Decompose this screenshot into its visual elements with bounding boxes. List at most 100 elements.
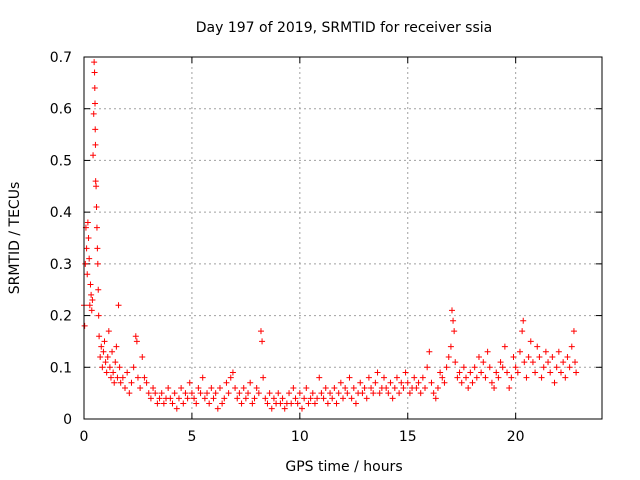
plot-frame [83, 56, 603, 420]
data-point [346, 374, 353, 381]
data-point [475, 353, 482, 360]
data-point [221, 395, 228, 402]
data-point [214, 405, 221, 412]
data-point [298, 405, 305, 412]
data-point [340, 395, 346, 402]
data-point [210, 395, 217, 402]
data-point [547, 369, 554, 376]
data-point [538, 374, 545, 381]
data-point [199, 374, 206, 381]
data-point [463, 374, 470, 381]
data-point [204, 390, 211, 397]
data-point [266, 390, 273, 397]
data-point [264, 400, 271, 407]
data-point [92, 100, 99, 107]
data-point [376, 390, 383, 397]
data-point [448, 307, 455, 314]
data-point [562, 374, 569, 381]
data-point [398, 379, 405, 386]
data-point [430, 390, 437, 397]
data-point [102, 359, 109, 366]
data-point [139, 353, 146, 360]
data-point [236, 390, 243, 397]
data-point [573, 369, 580, 376]
data-point [240, 384, 247, 391]
data-point [437, 369, 444, 376]
data-point [553, 364, 560, 371]
data-point [311, 400, 318, 407]
x-tick-label: 5 [187, 429, 196, 445]
data-point [165, 384, 172, 391]
data-point [90, 110, 97, 117]
data-point [456, 369, 463, 376]
data-point [445, 353, 452, 360]
data-point [506, 384, 513, 391]
data-point [387, 379, 394, 386]
data-point [251, 395, 258, 402]
data-point [329, 395, 336, 402]
data-point [381, 374, 388, 381]
data-point [245, 390, 252, 397]
data-point [555, 348, 562, 355]
data-point [460, 364, 467, 371]
data-point [495, 374, 502, 381]
data-point [100, 348, 107, 355]
data-point [491, 384, 498, 391]
y-tick-label: 0.6 [50, 102, 72, 118]
data-point [342, 384, 349, 391]
data-point [88, 307, 95, 314]
data-point [361, 384, 368, 391]
data-point [86, 302, 93, 309]
data-point [532, 369, 539, 376]
data-point [154, 400, 161, 407]
data-point [451, 328, 458, 335]
y-tick-label: 0.3 [50, 257, 72, 273]
data-point [288, 400, 295, 407]
data-point [95, 286, 102, 293]
data-point [465, 384, 472, 391]
data-point [363, 395, 370, 402]
data-point [216, 384, 223, 391]
data-point [126, 390, 133, 397]
data-point [186, 379, 193, 386]
data-point [94, 245, 101, 252]
data-point [368, 384, 375, 391]
data-point [525, 353, 532, 360]
data-point [128, 379, 135, 386]
data-point [90, 152, 97, 159]
data-point [93, 183, 100, 190]
data-point [101, 338, 108, 345]
data-point [253, 384, 260, 391]
data-point [193, 400, 200, 407]
data-point [145, 390, 152, 397]
data-point [113, 343, 120, 350]
data-point [439, 374, 446, 381]
data-point [419, 374, 426, 381]
data-point [391, 384, 398, 391]
data-point [109, 348, 116, 355]
data-point [281, 405, 288, 412]
data-point [527, 338, 534, 345]
data-point [124, 369, 131, 376]
y-tick-label: 0.2 [50, 309, 72, 325]
data-point [560, 359, 567, 366]
data-point [497, 359, 504, 366]
data-point [184, 395, 191, 402]
data-point [484, 348, 491, 355]
data-point [229, 369, 236, 376]
axis-ticks: 0 5 10 15 20 0 0.1 0.2 0.3 0.4 0.5 0.6 0.7 [50, 50, 602, 445]
data-point [249, 400, 256, 407]
data-point [167, 395, 174, 402]
data-point [545, 359, 552, 366]
data-point [417, 390, 424, 397]
data-point [432, 395, 439, 402]
data-point [344, 390, 351, 397]
data-point [110, 369, 117, 376]
data-point [169, 400, 176, 407]
data-point [452, 359, 459, 366]
data-point [566, 364, 573, 371]
data-point [286, 390, 293, 397]
data-point [99, 364, 106, 371]
data-point [270, 395, 277, 402]
